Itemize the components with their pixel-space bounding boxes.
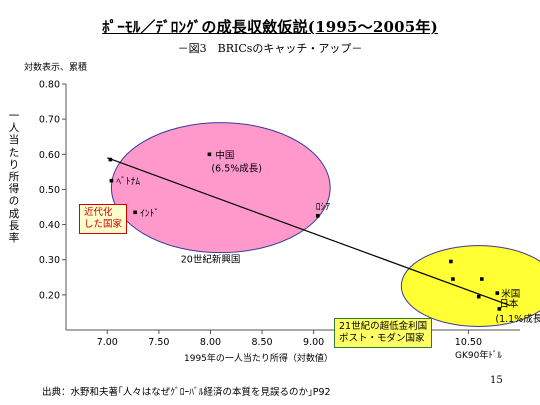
data-point-10 bbox=[497, 307, 502, 311]
x-tick-label-0: 7.00 bbox=[97, 337, 118, 348]
y-axis-title: 一人当たり所得の成長率 bbox=[8, 110, 20, 245]
point-label-3: 中国 bbox=[215, 149, 234, 161]
trend-line bbox=[107, 157, 510, 306]
y-tick-label-2: 0.40 bbox=[39, 220, 60, 231]
data-point-5 bbox=[449, 259, 453, 264]
china-growth-label: (6.5%成長) bbox=[211, 162, 262, 174]
data-point-7 bbox=[480, 277, 484, 281]
point-label-1: ﾍﾞﾄﾅﾑ bbox=[116, 177, 140, 188]
x-tick-label-7: 10.50 bbox=[455, 337, 482, 348]
source-citation: 出典：水野和夫著｢人々はなぜｸﾞﾛｰﾊﾞﾙ経済の本質を見誤るのか｣P92 bbox=[42, 387, 331, 398]
postmodern-line-1: 21世紀の超低金利国 bbox=[339, 321, 428, 332]
mature-ellipse bbox=[400, 245, 540, 327]
postmodern-line-2: ポスト・モダン国家 bbox=[339, 333, 425, 344]
x-axis-title: 1995年の一人当たり所得（対数値） bbox=[184, 354, 333, 364]
data-point-4 bbox=[315, 213, 320, 218]
emerging-ellipse bbox=[110, 122, 331, 254]
data-point-2 bbox=[133, 210, 137, 215]
point-label-4: ﾛｼｱ bbox=[316, 202, 331, 213]
x-tick-label-4: 9.00 bbox=[303, 337, 324, 348]
data-point-6 bbox=[451, 277, 455, 281]
data-point-1 bbox=[109, 178, 114, 183]
postmodern-nations-box: 21世紀の超低金利国 ポスト・モダン国家 bbox=[334, 318, 433, 348]
y-tick-label-6: 0.80 bbox=[39, 80, 60, 91]
y-axis-note: 対数表示、累積 bbox=[24, 63, 88, 73]
emerging-ellipse-label: 20世紀新興国 bbox=[181, 254, 241, 266]
y-tick-label-0: 0.20 bbox=[39, 290, 60, 301]
y-tick-label-5: 0.70 bbox=[39, 115, 60, 126]
slide-title: ﾎﾟｰﾓﾙ／ﾃﾞﾛﾝｸﾞの成長収斂仮説(1995～2005年) bbox=[102, 18, 438, 36]
y-tick-label-4: 0.60 bbox=[39, 150, 60, 161]
japan-growth-label: (1.1%成長) bbox=[495, 313, 540, 325]
data-point-9 bbox=[495, 291, 500, 295]
point-label-9: 米国 bbox=[501, 288, 520, 300]
data-point-0 bbox=[108, 157, 113, 162]
data-point-3 bbox=[207, 152, 212, 157]
y-tick-label-3: 0.50 bbox=[39, 185, 60, 196]
point-label-2: ｲﾝﾄﾞ bbox=[140, 208, 159, 219]
point-label-10: 日本 bbox=[499, 298, 519, 310]
x-axis-unit: GK90年ﾄﾞﾙ bbox=[455, 351, 502, 361]
x-tick-label-1: 7.50 bbox=[148, 337, 169, 348]
y-tick-label-1: 0.30 bbox=[39, 255, 60, 266]
modernizing-nations-box: 近代化 した国家 bbox=[79, 204, 128, 234]
modernizing-line-2: した国家 bbox=[84, 219, 123, 230]
data-point-8 bbox=[476, 294, 481, 299]
x-tick-label-2: 8.00 bbox=[200, 337, 221, 348]
modernizing-line-1: 近代化 bbox=[84, 207, 113, 218]
slide-subtitle: －図3 BRICsのキャッチ・アップ－ bbox=[177, 42, 363, 55]
x-tick-label-3: 8.50 bbox=[251, 337, 272, 348]
page-number: 15 bbox=[490, 375, 503, 386]
